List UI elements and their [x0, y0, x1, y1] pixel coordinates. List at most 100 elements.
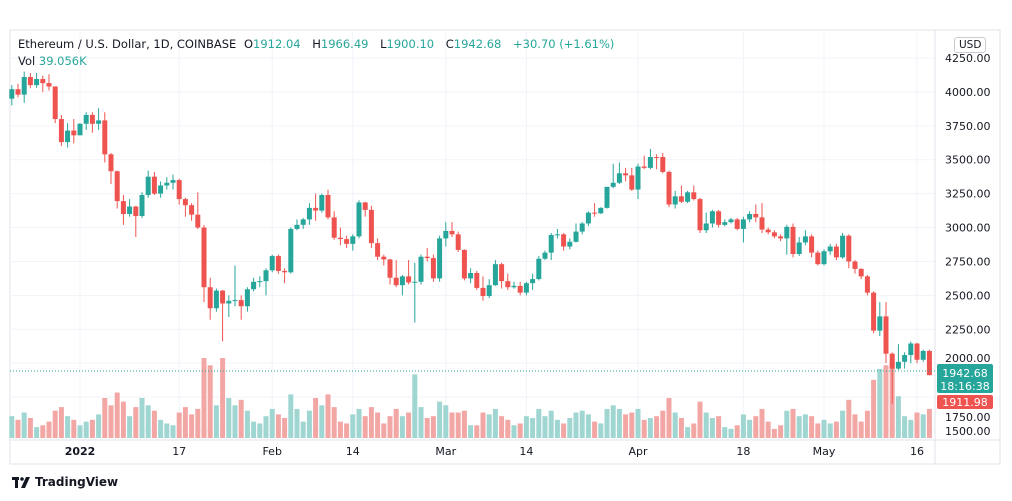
- volume-bar: [449, 412, 455, 438]
- volume-bar: [418, 407, 424, 438]
- candle-body: [257, 281, 263, 283]
- volume-bar: [567, 418, 573, 438]
- volume-bar: [753, 416, 759, 438]
- volume-bar: [195, 408, 201, 438]
- volume-bar: [908, 419, 914, 438]
- candle-body: [158, 185, 164, 194]
- volume-bar: [542, 416, 548, 438]
- volume-bar: [759, 408, 765, 438]
- volume-bar: [182, 407, 188, 438]
- volume-bar: [282, 418, 288, 438]
- candle-body: [114, 171, 120, 202]
- candle-body: [213, 290, 219, 309]
- candle-body: [263, 270, 269, 282]
- volume-bar: [616, 408, 622, 438]
- x-tick-label: 18: [736, 445, 750, 458]
- symbol-title[interactable]: Ethereum / U.S. Dollar, 1D, COINBASE: [18, 37, 237, 51]
- volume-bar: [244, 410, 250, 438]
- candle-body: [895, 361, 901, 369]
- volume-label[interactable]: Vol: [18, 54, 36, 68]
- candle-body: [151, 176, 157, 194]
- volume-bar: [114, 392, 120, 438]
- candle-body: [821, 251, 827, 265]
- volume-bar: [678, 418, 684, 438]
- tradingview-footer[interactable]: TradingView: [12, 475, 118, 489]
- candle-body: [833, 246, 839, 258]
- candle-body: [709, 211, 715, 224]
- candle-body: [691, 192, 697, 200]
- volume-bar: [709, 418, 715, 438]
- candle-body: [89, 114, 95, 124]
- candle-body: [654, 157, 660, 159]
- candle-body: [480, 287, 486, 297]
- candle-body: [871, 292, 877, 331]
- volume-bar: [771, 428, 777, 438]
- volume-bar: [722, 427, 728, 438]
- candle-body: [585, 212, 591, 224]
- candle-body: [189, 205, 195, 215]
- candle-body: [418, 256, 424, 282]
- open-label: O: [243, 37, 254, 51]
- candle-body: [846, 235, 852, 262]
- candle-body: [350, 236, 356, 244]
- y-tick-label: 3250.00: [945, 188, 991, 201]
- close-label: C: [445, 37, 454, 51]
- candle-body: [499, 264, 505, 282]
- volume-bar: [716, 416, 722, 438]
- candle-body: [133, 206, 139, 217]
- candle-body: [660, 157, 666, 172]
- volume-bar: [499, 416, 505, 438]
- candle-body: [288, 228, 294, 273]
- volume-bar: [83, 421, 89, 438]
- volume-bar: [96, 414, 102, 438]
- volume-bar: [840, 410, 846, 438]
- volume-bar: [158, 419, 164, 438]
- volume-bar: [523, 416, 529, 438]
- volume-bar: [9, 416, 15, 438]
- candle-body: [908, 343, 914, 356]
- candle-body: [437, 238, 443, 279]
- volume-bar: [685, 427, 691, 438]
- candle-body: [120, 201, 126, 214]
- candle-body: [666, 171, 672, 205]
- volume-bar: [815, 423, 821, 438]
- candle-body: [486, 285, 492, 297]
- volume-bar: [511, 425, 517, 438]
- candle-body: [778, 236, 784, 239]
- candle-body: [344, 239, 350, 244]
- volume-bar: [902, 416, 908, 438]
- candle-body: [21, 76, 27, 95]
- candle-body: [852, 261, 858, 269]
- candle-body: [238, 300, 244, 307]
- candle-body: [201, 227, 207, 288]
- x-tick-label: Feb: [262, 445, 281, 458]
- volume-bar: [52, 410, 58, 438]
- volume-bar: [344, 423, 350, 438]
- volume-bar: [127, 416, 133, 438]
- volume-bar: [319, 405, 325, 438]
- candle-body: [573, 231, 579, 242]
- candle-body: [108, 154, 114, 172]
- candle-body: [319, 194, 325, 211]
- candle-body: [926, 350, 932, 376]
- volume-legend: Vol 39.056K: [18, 54, 87, 68]
- volume-bar: [647, 418, 653, 438]
- volume-bar: [220, 358, 226, 438]
- volume-value: 39.056K: [38, 54, 87, 68]
- volume-bar: [294, 408, 300, 438]
- volume-bar: [27, 418, 33, 438]
- volume-bar: [40, 425, 46, 438]
- candle-body: [71, 130, 77, 136]
- close-value: 1942.68: [453, 37, 502, 51]
- volume-bar: [914, 412, 920, 438]
- time-axis[interactable]: 2022 17 Feb 14 Mar 14 Apr 18 May 16: [65, 445, 924, 458]
- candle-body: [27, 76, 33, 86]
- currency-button[interactable]: USD: [954, 37, 987, 53]
- volume-bar: [251, 421, 257, 438]
- candle-body: [920, 350, 926, 360]
- candle-body: [443, 230, 449, 239]
- volume-bar: [58, 407, 64, 438]
- candle-body: [759, 217, 765, 230]
